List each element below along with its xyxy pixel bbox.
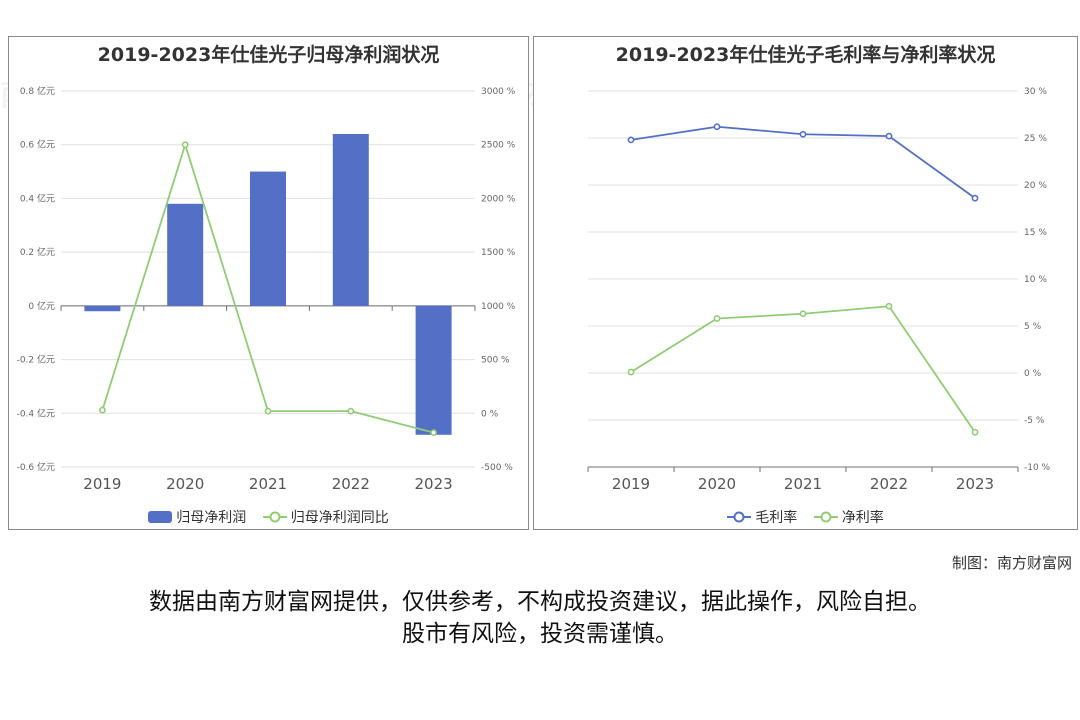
data-point-2020 bbox=[713, 315, 721, 322]
legend-label: 归母净利润 bbox=[176, 510, 247, 526]
line-swatch-icon bbox=[727, 511, 752, 523]
chart-legend: 归母净利润 归母净利润同比 bbox=[9, 507, 528, 528]
y-tick-label: 1000 % bbox=[481, 302, 516, 312]
data-point-2021 bbox=[264, 407, 272, 415]
bar-swatch-icon bbox=[148, 511, 173, 523]
data-point-2023 bbox=[430, 429, 437, 437]
data-point-2019 bbox=[627, 136, 635, 144]
bar-2023 bbox=[415, 305, 452, 435]
net-profit-chart-panel: 2019-2023年仕佳光子归母净利润状况 -0.6 亿元 -0.4 亿元 -0.2… bbox=[8, 36, 529, 530]
x-tick-label: 2022 bbox=[870, 475, 908, 493]
y-tick-label: -0.6 亿元 bbox=[17, 461, 55, 473]
y-tick-label: -0.2 亿元 bbox=[17, 354, 55, 366]
series-line bbox=[630, 305, 976, 433]
chart-legend: 毛利率 净利率 bbox=[534, 507, 1077, 528]
y-tick-label: 3000 % bbox=[481, 87, 516, 97]
bar-2022 bbox=[332, 133, 369, 306]
margin-chart: -10 % -5 % 0 % 5 % 10 % 15 % 20 % 25 % 30 % 2019 2… bbox=[587, 87, 1051, 493]
x-tick-label: 2019 bbox=[83, 475, 121, 493]
y-tick-label: -5 % bbox=[1024, 416, 1045, 426]
legend-label: 归母净利润同比 bbox=[290, 510, 389, 526]
x-tick-label: 2022 bbox=[332, 475, 370, 493]
chart-credit: 制图：南方财富网 bbox=[951, 554, 1072, 572]
y-tick-label: 25 % bbox=[1024, 134, 1047, 144]
y-tick-label: 0.4 亿元 bbox=[20, 192, 55, 204]
x-tick-label: 2023 bbox=[415, 475, 453, 493]
line-swatch-icon bbox=[813, 511, 838, 523]
y-tick-label: 5 % bbox=[1024, 322, 1042, 332]
x-tick-label: 2020 bbox=[698, 475, 736, 493]
data-point-2023 bbox=[971, 428, 979, 436]
data-point-2023 bbox=[971, 194, 979, 202]
data-point-2022 bbox=[347, 407, 355, 415]
y-tick-label: 0 % bbox=[1024, 369, 1042, 379]
disclaimer-line: 数据由南方财富网提供，仅供参考，不构成投资建议，据此操作，风险自担。 bbox=[149, 589, 931, 615]
y-tick-label: 0 亿元 bbox=[28, 300, 55, 312]
line-swatch-icon bbox=[262, 511, 287, 523]
data-point-2020 bbox=[181, 141, 189, 149]
margin-chart-panel: 2019-2023年仕佳光子毛利率与净利率状况 -10 % -5 % 0 % 5 % 1… bbox=[533, 36, 1078, 530]
y-tick-label: 15 % bbox=[1024, 228, 1047, 238]
data-point-2019 bbox=[627, 368, 635, 376]
y-tick-label: 2500 % bbox=[481, 141, 516, 151]
y-tick-label: 0.8 亿元 bbox=[20, 85, 55, 97]
x-tick-label: 2021 bbox=[784, 475, 822, 493]
y-tick-label: 1500 % bbox=[481, 248, 516, 258]
x-tick-label: 2023 bbox=[956, 475, 994, 493]
y-tick-label: -0.4 亿元 bbox=[17, 407, 55, 419]
x-tick-label: 2021 bbox=[249, 475, 287, 493]
y-tick-label: -500 % bbox=[481, 463, 513, 473]
bar-2020 bbox=[167, 203, 204, 306]
data-point-2019 bbox=[99, 406, 106, 414]
y-tick-label: 0 % bbox=[481, 409, 499, 419]
x-tick-label: 2019 bbox=[612, 475, 650, 493]
legend-label: 毛利率 bbox=[755, 510, 798, 526]
legend-item-net-margin[interactable]: 净利率 bbox=[813, 507, 884, 527]
legend-label: 净利率 bbox=[841, 510, 884, 526]
data-point-2020 bbox=[713, 123, 721, 131]
net-profit-chart: -0.6 亿元 -0.4 亿元 -0.2 亿元 0 亿元 0.2 亿元 0.4 亿元 0.6… bbox=[17, 85, 516, 493]
legend-item-net-profit-yoy[interactable]: 归母净利润同比 bbox=[262, 507, 389, 527]
data-point-2021 bbox=[799, 310, 807, 318]
y-tick-label: 500 % bbox=[481, 356, 510, 366]
data-point-2022 bbox=[885, 132, 893, 140]
data-point-2022 bbox=[885, 302, 893, 310]
bar-2021 bbox=[250, 171, 286, 306]
x-tick-label: 2020 bbox=[166, 475, 204, 493]
legend-item-net-profit[interactable]: 归母净利润 bbox=[148, 507, 246, 527]
chart-title: 2019-2023年仕佳光子毛利率与净利率状况 bbox=[615, 44, 996, 66]
bar-2019 bbox=[84, 305, 121, 312]
chart-title: 2019-2023年仕佳光子归母净利润状况 bbox=[97, 44, 440, 66]
y-tick-label: 0.2 亿元 bbox=[20, 246, 55, 258]
y-tick-label: 10 % bbox=[1024, 275, 1047, 285]
disclaimer-line: 股市有风险，投资需谨慎。 bbox=[402, 621, 678, 647]
y-tick-label: 2000 % bbox=[481, 194, 516, 204]
legend-item-gross-margin[interactable]: 毛利率 bbox=[727, 507, 797, 527]
y-tick-label: 30 % bbox=[1024, 87, 1047, 97]
data-point-2021 bbox=[799, 130, 807, 138]
y-tick-label: -10 % bbox=[1024, 463, 1051, 473]
y-tick-label: 20 % bbox=[1024, 181, 1047, 191]
y-tick-label: 0.6 亿元 bbox=[20, 139, 55, 151]
